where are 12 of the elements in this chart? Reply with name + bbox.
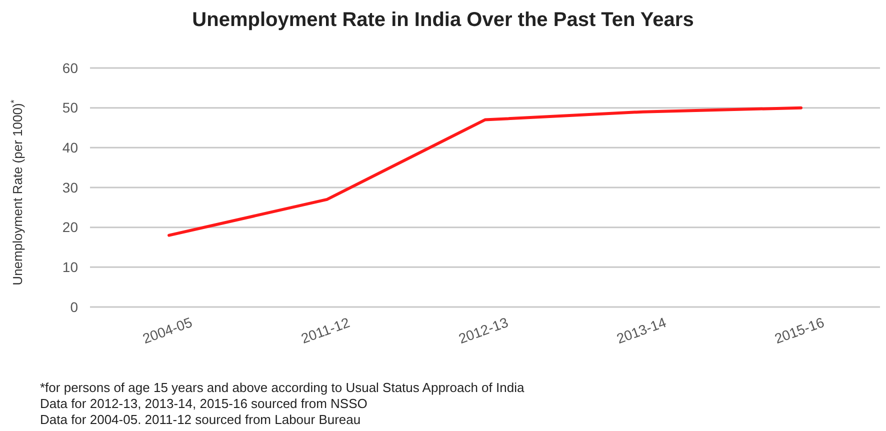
text: Data for 2004-05. 2011-12 sourced from Labour Bureau	[40, 412, 361, 427]
line-series	[168, 106, 802, 237]
text: *for persons of age 15 years and above according to Usual Status Approach of India	[40, 380, 525, 395]
text: Data for 2012-13, 2013-14, 2015-16 sourced from NSSO	[40, 396, 368, 411]
y-tick-label: 30	[62, 179, 78, 196]
y-tick-label: 20	[62, 219, 78, 236]
y-tick-label: 60	[62, 60, 78, 76]
y-tick-label: 50	[62, 100, 78, 116]
y-tick-label: 10	[62, 259, 78, 276]
chart-title: Unemployment Rate in India Over the Past Ten Years	[192, 9, 694, 31]
y-tick-label: 40	[62, 140, 78, 156]
y-tick-label: 0	[70, 298, 78, 315]
